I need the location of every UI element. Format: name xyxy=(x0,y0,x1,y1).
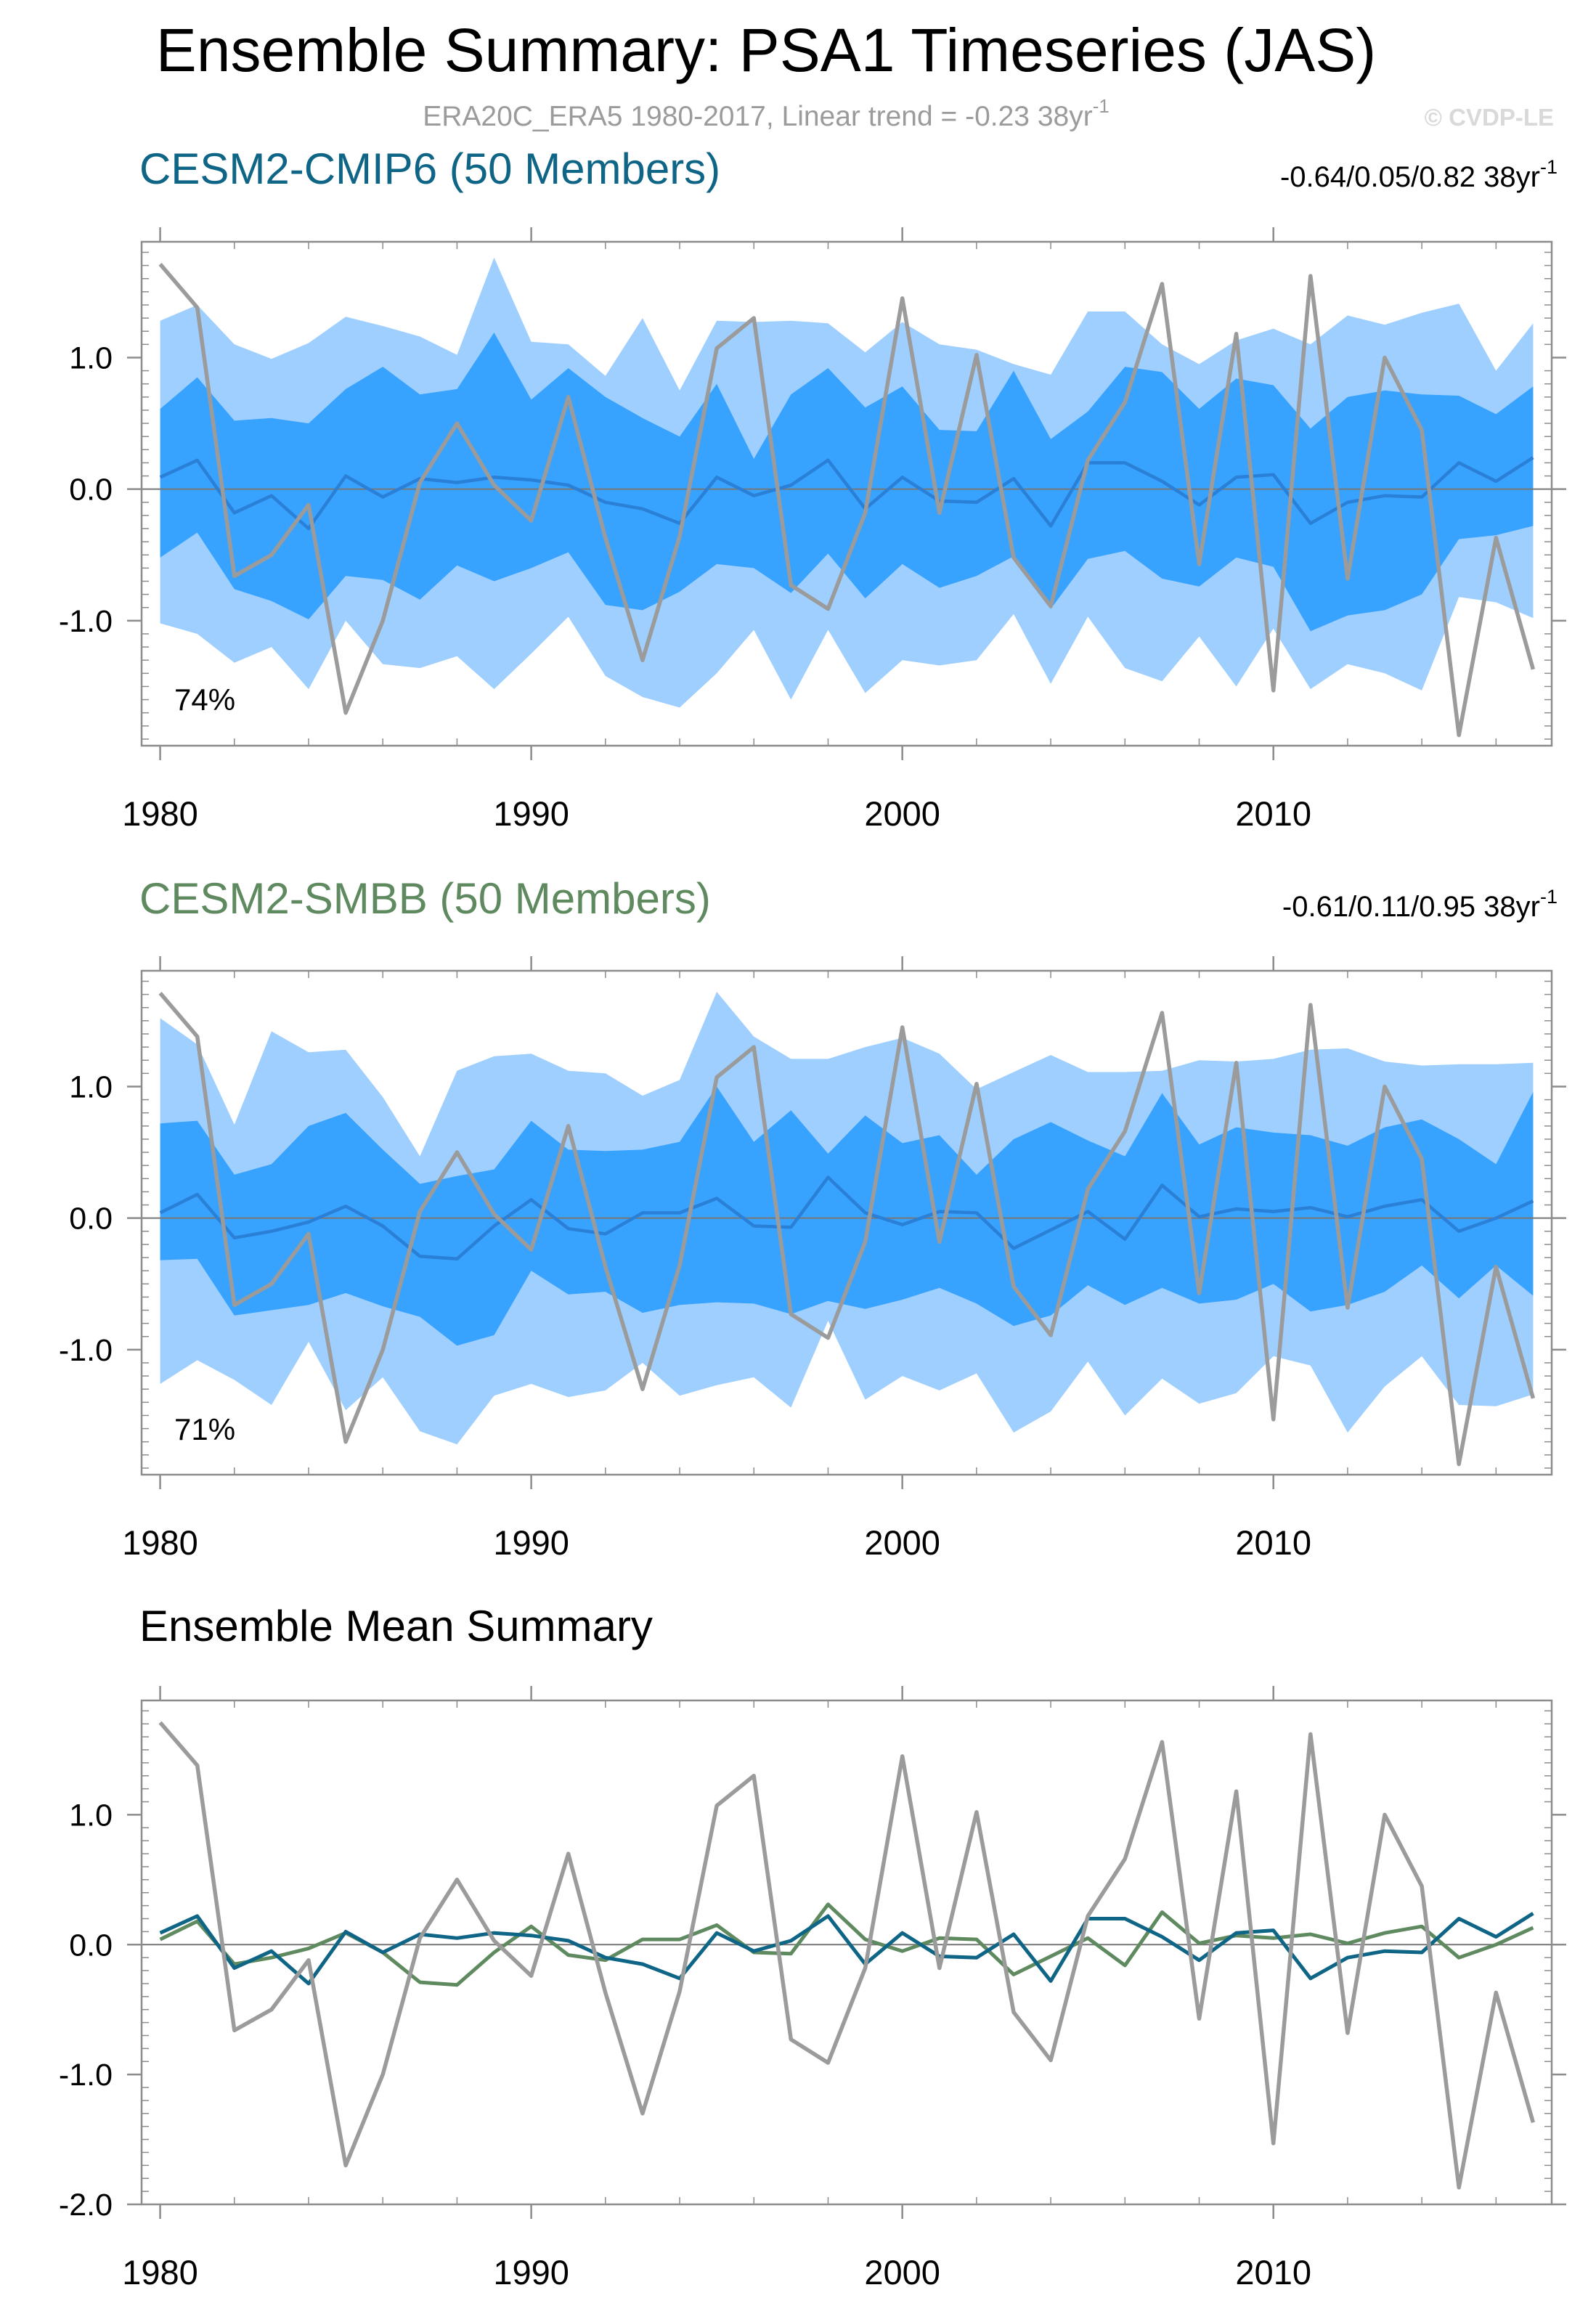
panel-title: CESM2-CMIP6 (50 Members) xyxy=(139,144,720,193)
plot-area: -1.0 0.0 1.0 1980 1990 2000 2010 xyxy=(59,956,1566,1562)
panel-title: CESM2-SMBB (50 Members) xyxy=(139,874,711,923)
y-tick-label: -2.0 xyxy=(59,2188,113,2223)
y-tick-label: -1.0 xyxy=(59,2058,113,2093)
x-tick-label: 1990 xyxy=(493,2253,569,2291)
panel-ensemble-mean-summary: Ensemble Mean Summary -2.0 -1.0 0.0 1.0 1980… xyxy=(59,1602,1566,2291)
copyright-label: © CVDP-LE xyxy=(1425,104,1554,131)
plot-frame xyxy=(140,1699,1553,2206)
figure-subtitle: ERA20C_ERA5 1980-2017, Linear trend = -0… xyxy=(423,95,1110,132)
y-tick-label: 1.0 xyxy=(69,341,113,375)
y-tick-label: -1.0 xyxy=(59,1333,113,1368)
plot-frame xyxy=(140,240,1553,747)
smbb-mean-line xyxy=(159,1902,1534,1987)
x-tick-label: 2000 xyxy=(864,1523,940,1562)
panel-trend: -0.64/0.05/0.82 38yr-1 xyxy=(1280,156,1558,193)
figure-title: Ensemble Summary: PSA1 Timeseries (JAS) xyxy=(156,16,1377,84)
ensemble-mean-line xyxy=(159,1176,1534,1261)
percent-label: 71% xyxy=(174,1412,235,1446)
x-tick-label: 2010 xyxy=(1235,1523,1311,1562)
x-tick-label: 1980 xyxy=(122,1523,198,1562)
plot-area: -1.0 0.0 1.0 1980 1990 2000 2010 xyxy=(59,227,1566,833)
cmip6-mean-line xyxy=(159,1912,1534,1986)
trend-exponent: -1 xyxy=(1540,156,1558,178)
x-tick-label: 2000 xyxy=(864,2253,940,2291)
plot-frame xyxy=(140,969,1553,1476)
observations-line xyxy=(158,263,1536,738)
x-tick-label: 1980 xyxy=(122,794,198,833)
y-tick-label: 1.0 xyxy=(69,1070,113,1104)
subtitle-text: ERA20C_ERA5 1980-2017, Linear trend = -0… xyxy=(423,101,1093,132)
percent-label: 74% xyxy=(174,683,235,717)
x-tick-label: 2010 xyxy=(1235,794,1311,833)
y-tick-label: 0.0 xyxy=(69,1202,113,1237)
y-tick-label: -1.0 xyxy=(59,604,113,639)
x-tick-label: 1990 xyxy=(493,794,569,833)
x-tick-label: 1990 xyxy=(493,1523,569,1562)
trend-text: -0.61/0.11/0.95 38yr xyxy=(1282,891,1540,923)
observations-line xyxy=(158,992,1536,1467)
panel-trend: -0.61/0.11/0.95 38yr-1 xyxy=(1282,886,1558,923)
ensemble-mean-line xyxy=(159,456,1534,531)
x-tick-label: 2000 xyxy=(864,794,940,833)
y-tick-label: 1.0 xyxy=(69,1798,113,1833)
subtitle-exponent: -1 xyxy=(1093,95,1110,117)
x-tick-label: 2010 xyxy=(1235,2253,1311,2291)
spread-band-inner xyxy=(160,1086,1534,1346)
plot-area: -2.0 -1.0 0.0 1.0 1980 1990 2000 2010 xyxy=(59,1686,1566,2291)
observations-line xyxy=(158,1721,1536,2190)
panel-smbb: CESM2-SMBB (50 Members) -0.61/0.11/0.95 … xyxy=(59,874,1566,1562)
trend-text: -0.64/0.05/0.82 38yr xyxy=(1280,161,1540,193)
trend-exponent: -1 xyxy=(1540,886,1558,908)
y-tick-label: 0.0 xyxy=(69,473,113,508)
x-tick-label: 1980 xyxy=(122,2253,198,2291)
panel-title: Ensemble Mean Summary xyxy=(139,1602,653,1650)
y-tick-label: 0.0 xyxy=(69,1928,113,1963)
panel-cmip6: CESM2-CMIP6 (50 Members) -0.64/0.05/0.82… xyxy=(59,144,1566,833)
